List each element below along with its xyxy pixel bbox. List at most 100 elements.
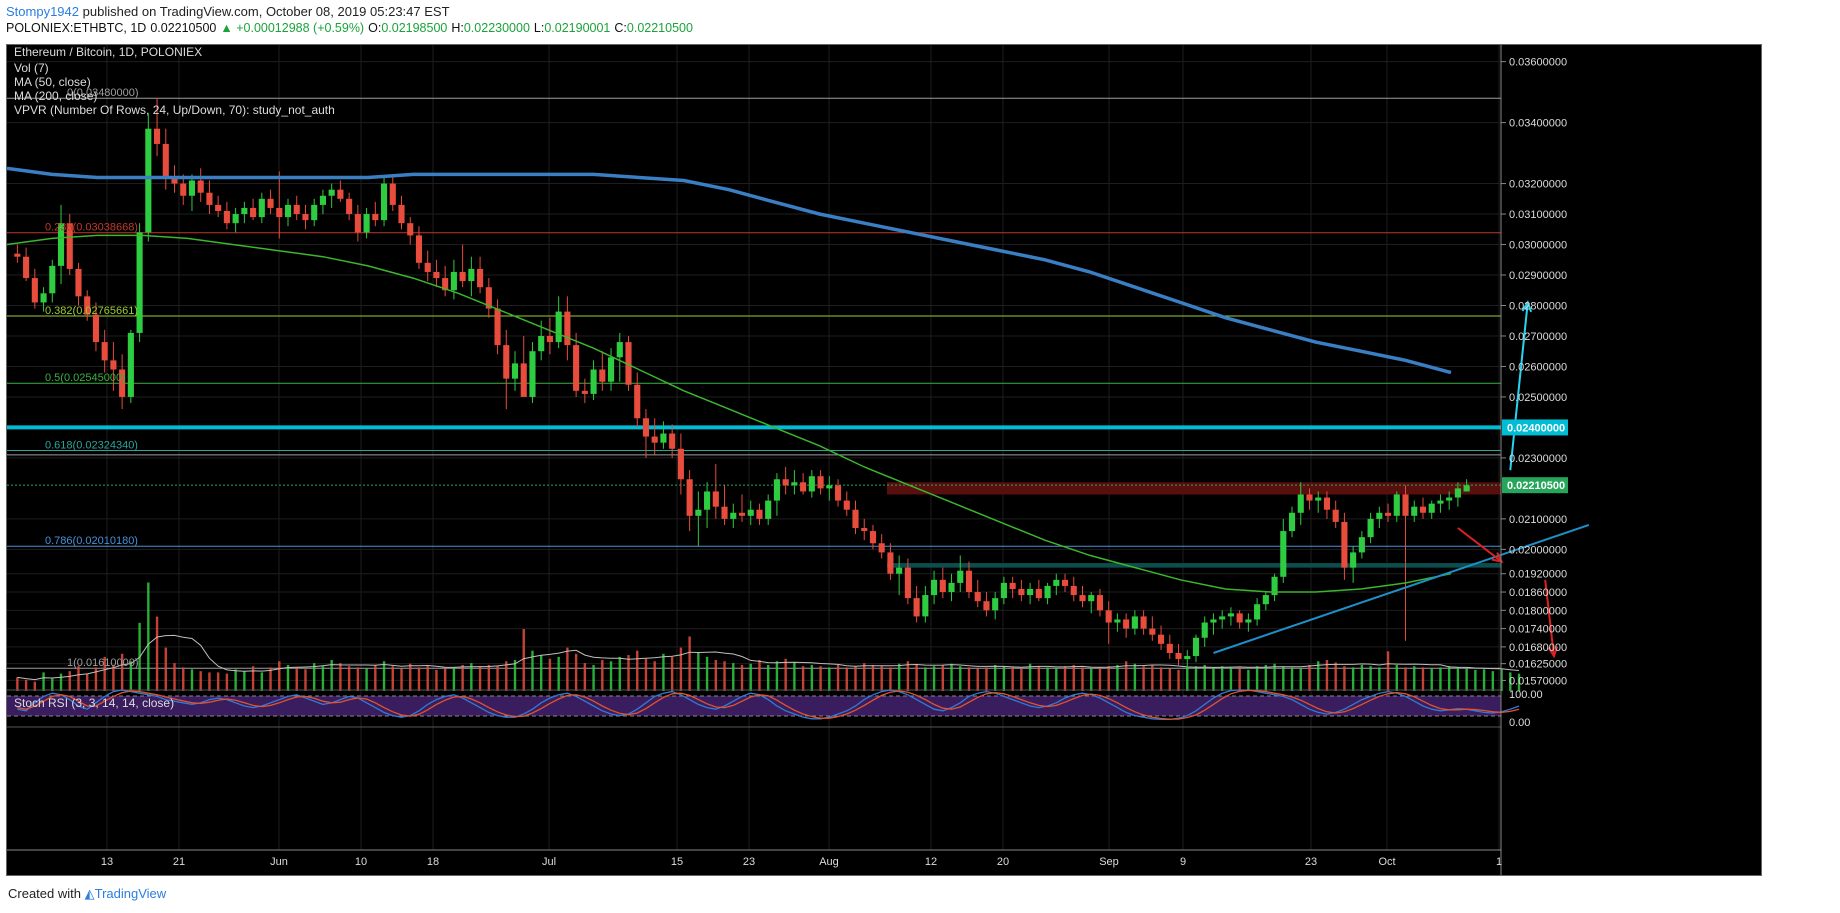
volume-bar [976, 668, 979, 691]
legend-title: Ethereum / Bitcoin, 1D, POLONIEX [14, 45, 203, 59]
candle-body [704, 491, 711, 510]
candle-body [634, 384, 641, 419]
candle-body [1079, 595, 1086, 602]
volume-bar [1334, 662, 1337, 691]
volume-bar [1116, 664, 1119, 691]
candle-body [957, 570, 964, 583]
time-tick-label: 20 [997, 856, 1009, 868]
volume-bar [400, 668, 403, 691]
price-tick-label: 0.01920000 [1509, 569, 1567, 581]
volume-bar [59, 673, 63, 691]
volume-bar [1238, 668, 1241, 691]
candle-body [1402, 494, 1409, 516]
candle-body [581, 390, 588, 394]
volume-bar [374, 664, 377, 691]
candle-body [1219, 616, 1226, 620]
candle-body [1149, 628, 1156, 635]
volume-bar [1413, 666, 1416, 691]
volume-bar [662, 653, 665, 691]
volume-bar [505, 661, 508, 691]
time-tick-label: Oct [1378, 856, 1395, 868]
close-label: C: [614, 21, 627, 35]
time-tick-label: 15 [671, 856, 683, 868]
author-link[interactable]: Stompy1942 [6, 4, 79, 19]
chart-area[interactable]: 0(0.03480000) 0.236(0.03038668) 0.382(0.02… [6, 44, 1762, 876]
candle-body [511, 363, 519, 379]
ma200-line [7, 166, 1452, 375]
candle-body [1419, 506, 1427, 513]
candle-body [459, 271, 466, 282]
candle-body [660, 433, 667, 443]
candle-body [1158, 634, 1165, 644]
volume-bar [775, 661, 779, 691]
volume-bar [199, 671, 202, 691]
volume-bar [845, 667, 848, 691]
candle-body [712, 491, 719, 507]
volume-bar [1491, 671, 1495, 691]
volume-bar [1500, 668, 1503, 691]
candle-body [328, 189, 335, 196]
candle-body [992, 598, 999, 611]
volume-bar [932, 666, 936, 691]
volume-bar [365, 668, 368, 691]
candle-body [40, 293, 47, 303]
time-tick-label: 21 [173, 856, 185, 868]
candle-body [442, 278, 449, 291]
candle-body [965, 570, 973, 593]
price-tick-label: 0.01680000 [1509, 642, 1567, 654]
candle-body [1192, 637, 1200, 657]
volume-bar [304, 669, 307, 691]
volume-bar [452, 667, 456, 691]
price-badge-cyan-bg [1502, 419, 1568, 436]
time-tick-label: 18 [427, 856, 439, 868]
time-tick-label: 1 [1496, 856, 1502, 868]
candle-body [215, 204, 222, 211]
volume-bar [42, 672, 45, 691]
volume-bar [1124, 661, 1128, 691]
price-tick-label: 0.02900000 [1509, 270, 1567, 282]
volume-bar [985, 667, 988, 691]
candle-body [1385, 512, 1392, 516]
price-tick-label: 0.02000000 [1509, 544, 1567, 556]
volume-bar [260, 672, 264, 691]
candle-body [1123, 619, 1130, 629]
published-text: published on TradingView.com, October 08… [82, 4, 450, 19]
candle-body [721, 506, 728, 519]
candle-body [730, 512, 737, 519]
legend-ma50: MA (50, close) [14, 75, 91, 89]
volume-bar [1212, 667, 1215, 691]
legend-volume: Vol (7) [14, 61, 49, 75]
candle-body [686, 479, 693, 516]
candle-body [302, 214, 309, 221]
tradingview-link[interactable]: TradingView [94, 886, 167, 901]
tradingview-logo-icon[interactable]: ◭ [84, 886, 95, 901]
forecast-arrow [1509, 302, 1529, 471]
volume-bar [1194, 666, 1198, 691]
volume-bar [723, 661, 726, 691]
forecast-arrow [1457, 527, 1503, 563]
volume-bar [871, 664, 875, 691]
volume-bar [443, 668, 447, 691]
candle-body [1367, 518, 1374, 538]
candle-body [415, 235, 423, 263]
fib-level-label: 0.382(0.02765661) [45, 305, 138, 317]
high-label: H: [451, 21, 464, 35]
candle-body [311, 204, 318, 221]
candle-body [380, 183, 388, 221]
price-chart[interactable]: 0(0.03480000) 0.236(0.03038668) 0.382(0.02… [7, 45, 1761, 875]
volume-bar [33, 681, 37, 691]
candle-body [1070, 585, 1077, 596]
volume-bar [636, 650, 639, 691]
volume-bar [828, 667, 831, 691]
volume-bar [1151, 664, 1154, 691]
volume-bar [1360, 664, 1364, 691]
volume-bar [950, 663, 953, 691]
price-tick-label: 0.01740000 [1509, 624, 1567, 636]
stoch-d-line [17, 689, 1520, 720]
fib-level-label: 0.236(0.03038668) [45, 222, 138, 234]
candle-body [119, 369, 126, 397]
arrow-head-icon [1521, 300, 1533, 313]
candle-body [642, 418, 650, 437]
price-badge-cyan: 0.02400000 [1507, 422, 1565, 434]
volume-bar [566, 647, 569, 691]
